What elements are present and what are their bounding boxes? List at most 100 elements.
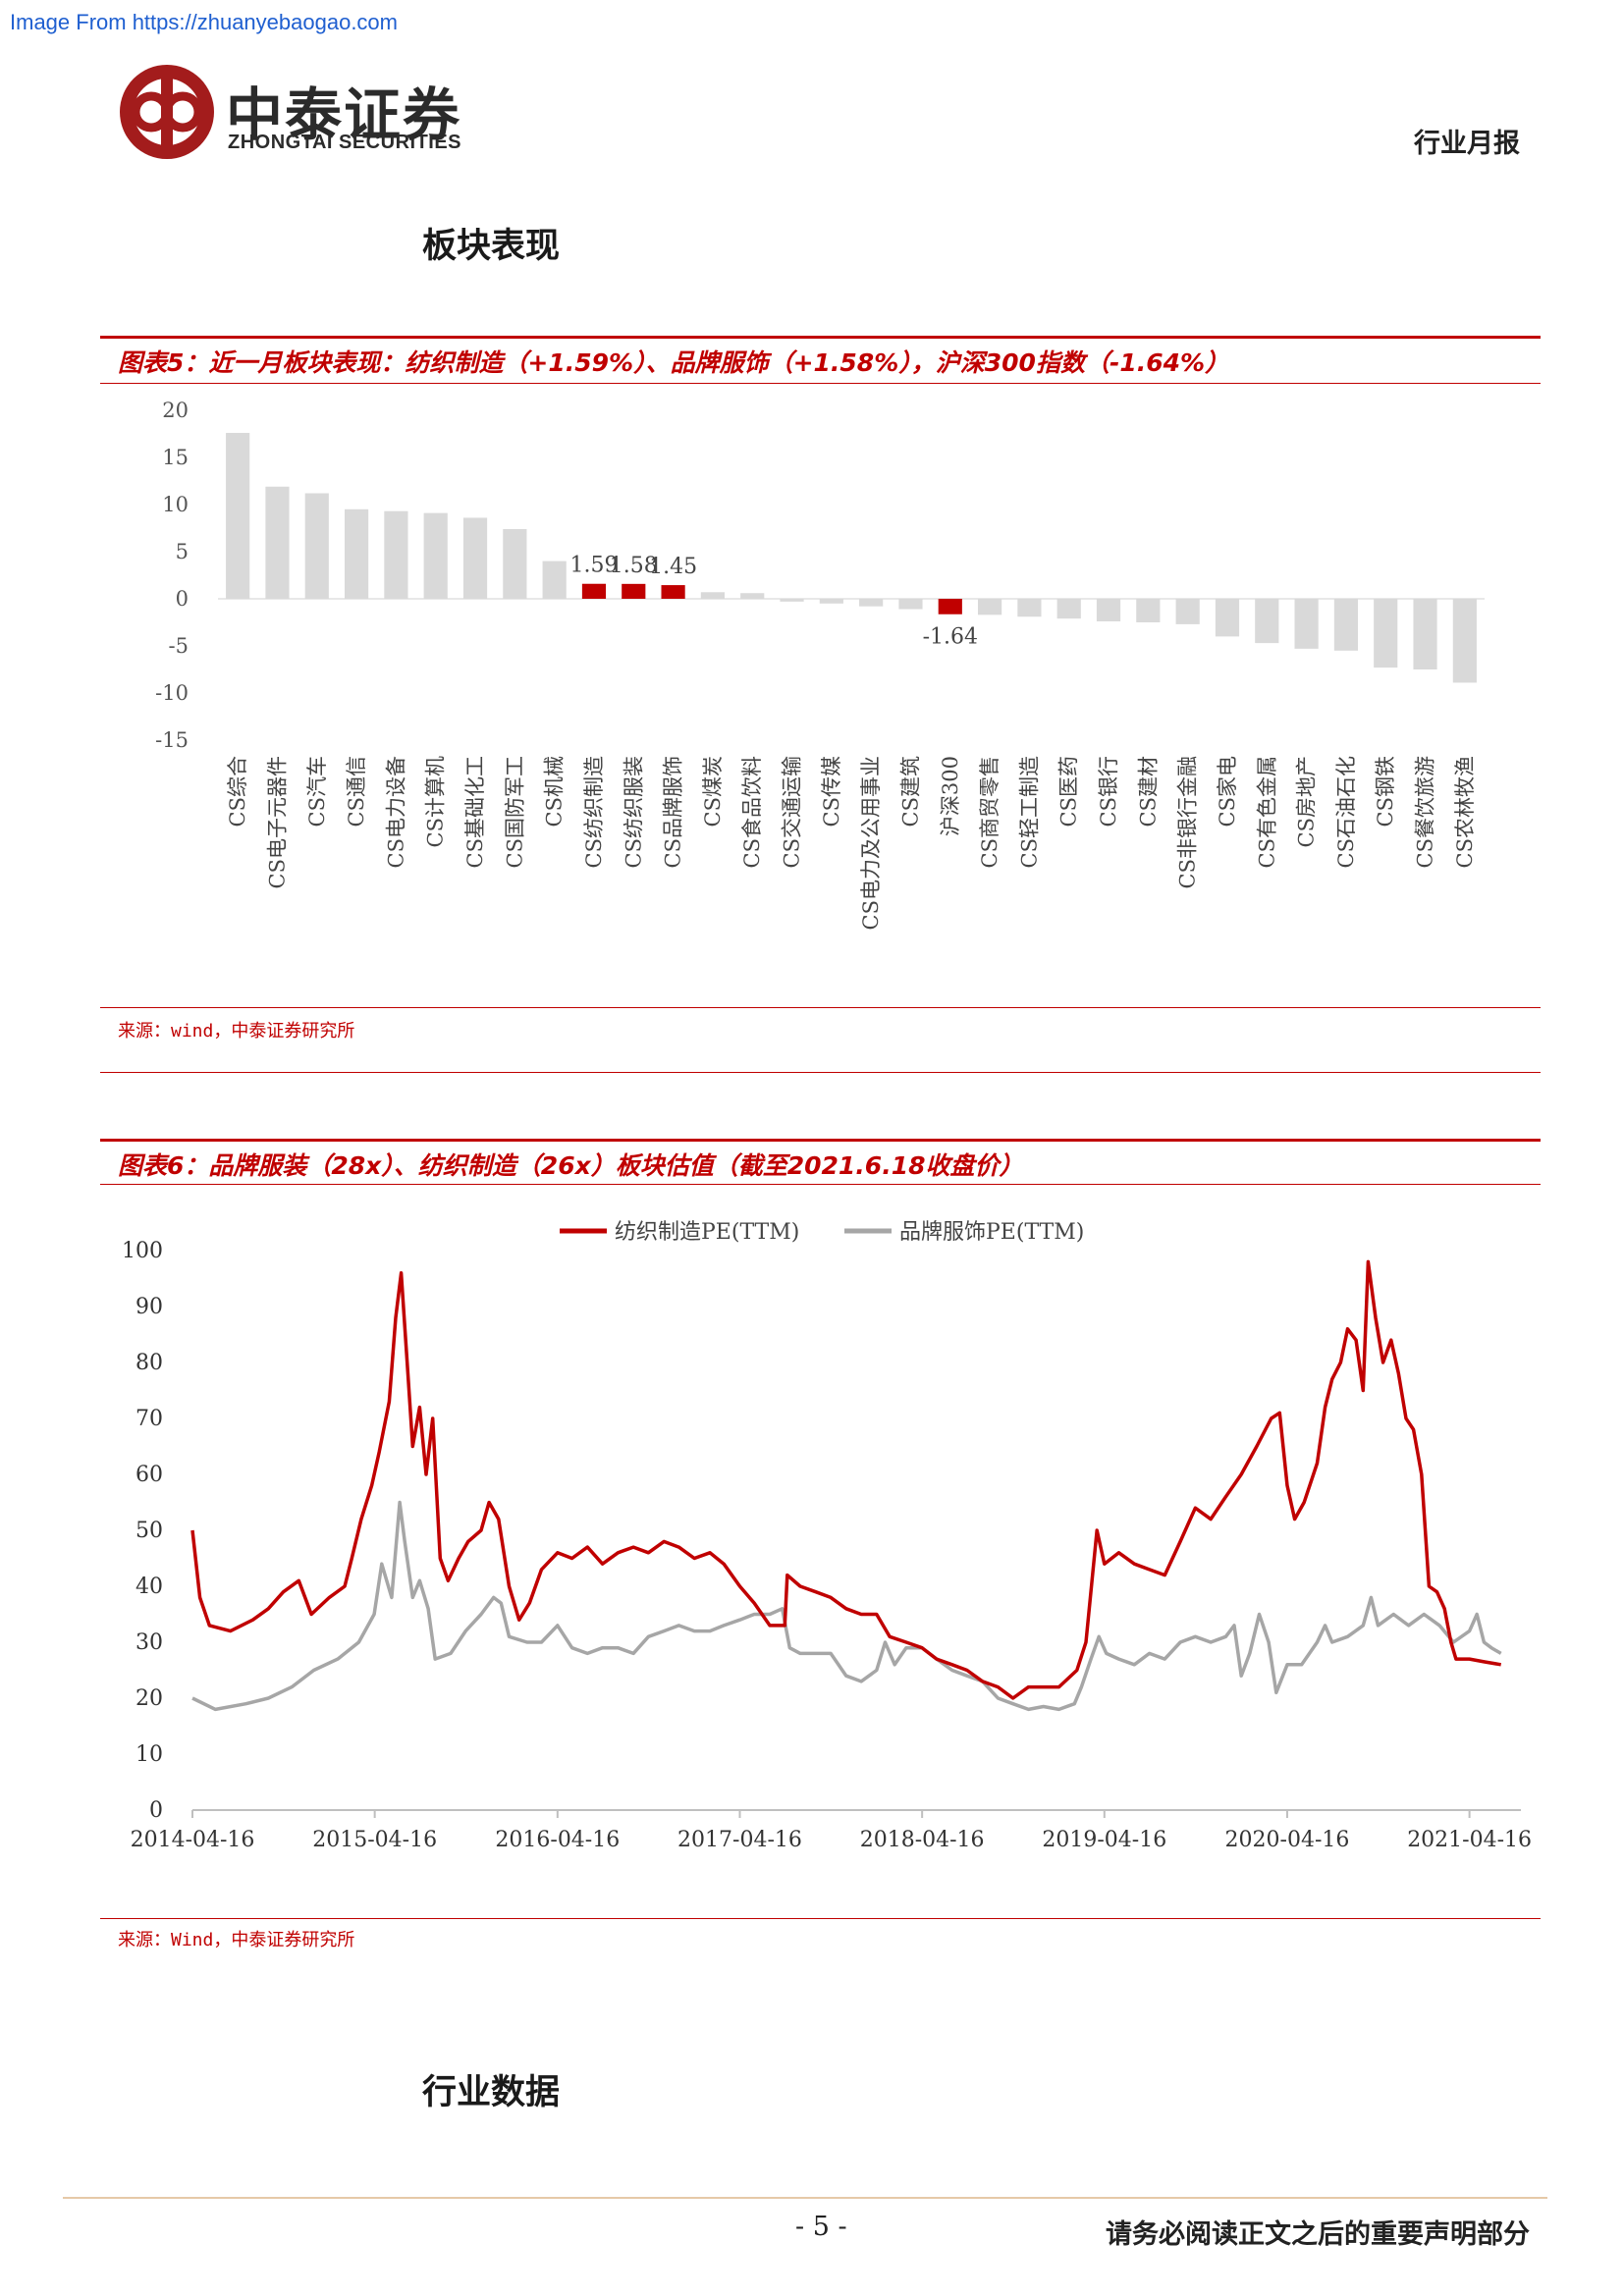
bar-7	[503, 528, 527, 599]
bar-0	[226, 433, 250, 599]
x-tick-label: CS电力及公用事业	[859, 756, 883, 930]
x-tick-label: CS电子元器件	[265, 756, 289, 888]
x-tick-label: CS综合	[226, 756, 249, 827]
x-axis: 2014-04-16 2015-04-16 2016-04-16 2017-04-16…	[131, 1809, 1532, 1852]
y-tick-label: 100	[122, 1239, 163, 1263]
x-tick-label: CS建材	[1136, 756, 1160, 827]
bar-1	[265, 486, 290, 599]
y-tick-label: 20	[162, 399, 189, 422]
y-tick-label: 10	[135, 1742, 163, 1767]
bar-31	[1452, 599, 1477, 683]
pe-valuation-line-chart: 纺织制造PE(TTM) 品牌服饰PE(TTM) 10090807060504030…	[122, 1220, 1532, 1852]
bar-27	[1294, 599, 1319, 649]
figure-top-rule	[100, 1139, 1541, 1142]
bar-14	[780, 599, 804, 602]
y-tick-label: 5	[176, 540, 189, 563]
legend: 纺织制造PE(TTM) 品牌服饰PE(TTM)	[560, 1220, 1084, 1245]
x-tick-label: CS国防军工	[503, 756, 526, 868]
y-tick-label: 80	[135, 1351, 163, 1375]
y-tick-label: 15	[162, 446, 189, 469]
y-tick-label: 90	[135, 1295, 163, 1319]
x-tick-label: 2019-04-16	[1042, 1828, 1166, 1852]
y-tick-label: 50	[135, 1519, 163, 1543]
report-type: 行业月报	[1414, 129, 1520, 159]
bar-24	[1175, 599, 1200, 624]
x-tick-label: CS机械	[543, 756, 567, 827]
bar-9	[581, 583, 607, 599]
bar-30	[1413, 599, 1437, 669]
bar-28	[1333, 599, 1358, 651]
bar-8	[542, 561, 567, 599]
bar-17	[898, 599, 923, 610]
x-tick-label: CS交通运输	[781, 756, 804, 868]
footer-rule	[63, 2197, 1547, 2199]
figure-5-caption: 图表5：近一月板块表现：纺织制造（+1.59%）、品牌服饰（+1.58%），沪深…	[118, 348, 1230, 377]
figure-6-source: 来源：Wind，中泰证券研究所	[118, 1930, 355, 1950]
watermark-text: Image From https://zhuanyebaogao.com	[10, 10, 398, 34]
x-tick-label: 2017-04-16	[677, 1828, 802, 1852]
x-tick-label: 2020-04-16	[1225, 1828, 1350, 1852]
y-tick-label: 0	[149, 1798, 163, 1823]
section-title-industry-data: 行业数据	[422, 2072, 561, 2112]
figure-source-rule	[100, 1918, 1541, 1919]
company-name-en: ZHONGTAI SECURITIES	[228, 132, 462, 153]
x-tick-label: CS传媒	[820, 756, 843, 827]
y-tick-label: 30	[135, 1630, 163, 1655]
bar-22	[1096, 599, 1121, 622]
x-tick-label: CS纺织制造	[582, 756, 606, 868]
x-tick-label: CS煤炭	[701, 756, 725, 827]
legend-label: 纺织制造PE(TTM)	[615, 1220, 799, 1245]
series-line	[190, 1259, 1501, 1700]
x-tick-label: CS品牌服饰	[662, 756, 685, 868]
disclaimer-text: 请务必阅读正文之后的重要声明部分	[1106, 2219, 1530, 2250]
x-tick-label: 2018-04-16	[860, 1828, 985, 1852]
x-tick-label: CS计算机	[424, 756, 448, 847]
bar-29	[1374, 599, 1398, 668]
bar-21	[1056, 599, 1081, 619]
y-tick-label: 40	[135, 1575, 163, 1599]
company-name-cn: 中泰证券	[226, 81, 462, 148]
x-tick-label: CS银行	[1097, 756, 1120, 827]
x-tick-label: CS有色金属	[1255, 756, 1278, 868]
y-tick-label: 0	[176, 587, 189, 611]
y-tick-label: 20	[135, 1686, 163, 1711]
x-tick-label: CS餐饮旅游	[1414, 756, 1437, 868]
figure-5-source: 来源：wind，中泰证券研究所	[118, 1021, 355, 1041]
data-label: -1.64	[923, 625, 978, 650]
bar-11	[661, 585, 685, 599]
figure-source-rule	[100, 1007, 1541, 1008]
x-tick-label: CS轻工制造	[1017, 756, 1041, 868]
x-tick-label: CS纺织服装	[622, 756, 645, 868]
bar-10	[622, 583, 646, 599]
bar-2	[304, 493, 329, 599]
x-tick-label: CS食品饮料	[740, 756, 764, 868]
x-tick-label: CS石油石化	[1334, 756, 1358, 868]
y-tick-label: 60	[135, 1463, 163, 1487]
bar-13	[740, 593, 765, 599]
x-tick-label: CS商贸零售	[978, 756, 1001, 868]
x-tick-label: CS农林牧渔	[1453, 756, 1477, 868]
bar-18	[938, 599, 962, 614]
x-tick-label: CS建筑	[898, 756, 922, 827]
y-tick-label: -10	[155, 681, 189, 705]
figure-caption-rule	[100, 383, 1541, 384]
bar-25	[1215, 599, 1240, 637]
x-tick-label: 2015-04-16	[312, 1828, 437, 1852]
series-lines	[190, 1259, 1502, 1712]
x-tick-label: CS非银行金融	[1176, 756, 1200, 888]
y-tick-label: -5	[169, 634, 189, 658]
x-tick-label: CS基础化工	[463, 756, 487, 868]
x-tick-label: CS汽车	[305, 756, 329, 827]
bars	[226, 433, 1477, 683]
bar-6	[462, 517, 488, 599]
bar-15	[819, 599, 843, 604]
bar-19	[978, 599, 1002, 615]
x-tick-label: CS通信	[345, 756, 368, 827]
legend-label: 品牌服饰PE(TTM)	[899, 1220, 1084, 1245]
data-label: 1.45	[649, 555, 697, 579]
page-number: - 5 -	[795, 2212, 847, 2242]
figure-bottom-rule	[100, 1072, 1541, 1073]
x-tick-label: CS电力设备	[384, 756, 407, 868]
